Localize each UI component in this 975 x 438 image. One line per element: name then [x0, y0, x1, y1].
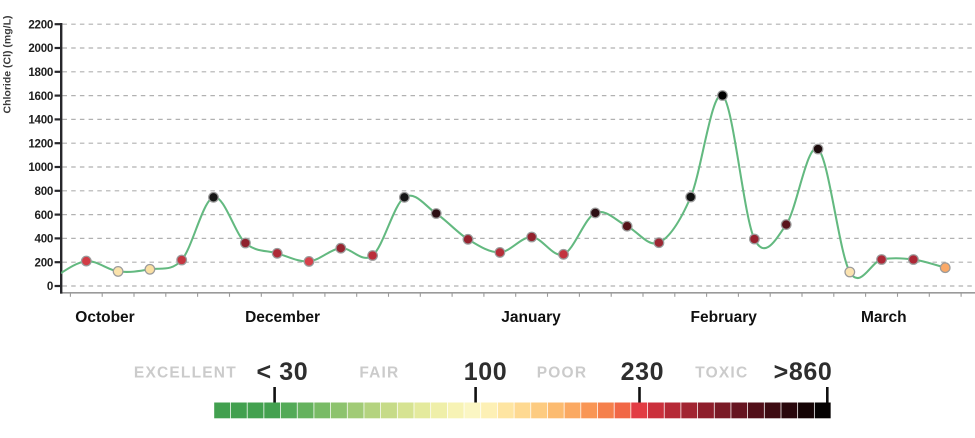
svg-text:230: 230: [621, 358, 665, 386]
svg-text:600: 600: [35, 209, 53, 222]
svg-text:< 30: < 30: [257, 358, 309, 386]
svg-text:January: January: [501, 309, 561, 326]
svg-text:100: 100: [464, 358, 508, 386]
svg-text:TOXIC: TOXIC: [695, 365, 748, 382]
svg-text:200: 200: [35, 256, 53, 269]
svg-text:800: 800: [35, 185, 53, 198]
svg-text:2000: 2000: [28, 42, 53, 55]
svg-text:March: March: [861, 309, 907, 326]
svg-text:2200: 2200: [28, 18, 53, 31]
svg-text:February: February: [691, 309, 758, 326]
svg-text:FAIR: FAIR: [359, 365, 399, 382]
svg-text:>860: >860: [774, 358, 833, 386]
svg-text:1600: 1600: [28, 90, 53, 103]
svg-text:POOR: POOR: [537, 365, 587, 382]
svg-text:0: 0: [47, 280, 53, 293]
svg-text:1200: 1200: [28, 137, 53, 150]
svg-text:1000: 1000: [28, 161, 53, 174]
svg-text:1800: 1800: [28, 66, 53, 79]
svg-text:1400: 1400: [28, 114, 53, 127]
svg-text:December: December: [245, 309, 320, 326]
svg-text:EXCELLENT: EXCELLENT: [134, 365, 237, 382]
svg-text:Chloride (Cl) (mg/L): Chloride (Cl) (mg/L): [2, 16, 14, 114]
svg-text:400: 400: [35, 233, 53, 246]
svg-text:October: October: [75, 309, 134, 326]
